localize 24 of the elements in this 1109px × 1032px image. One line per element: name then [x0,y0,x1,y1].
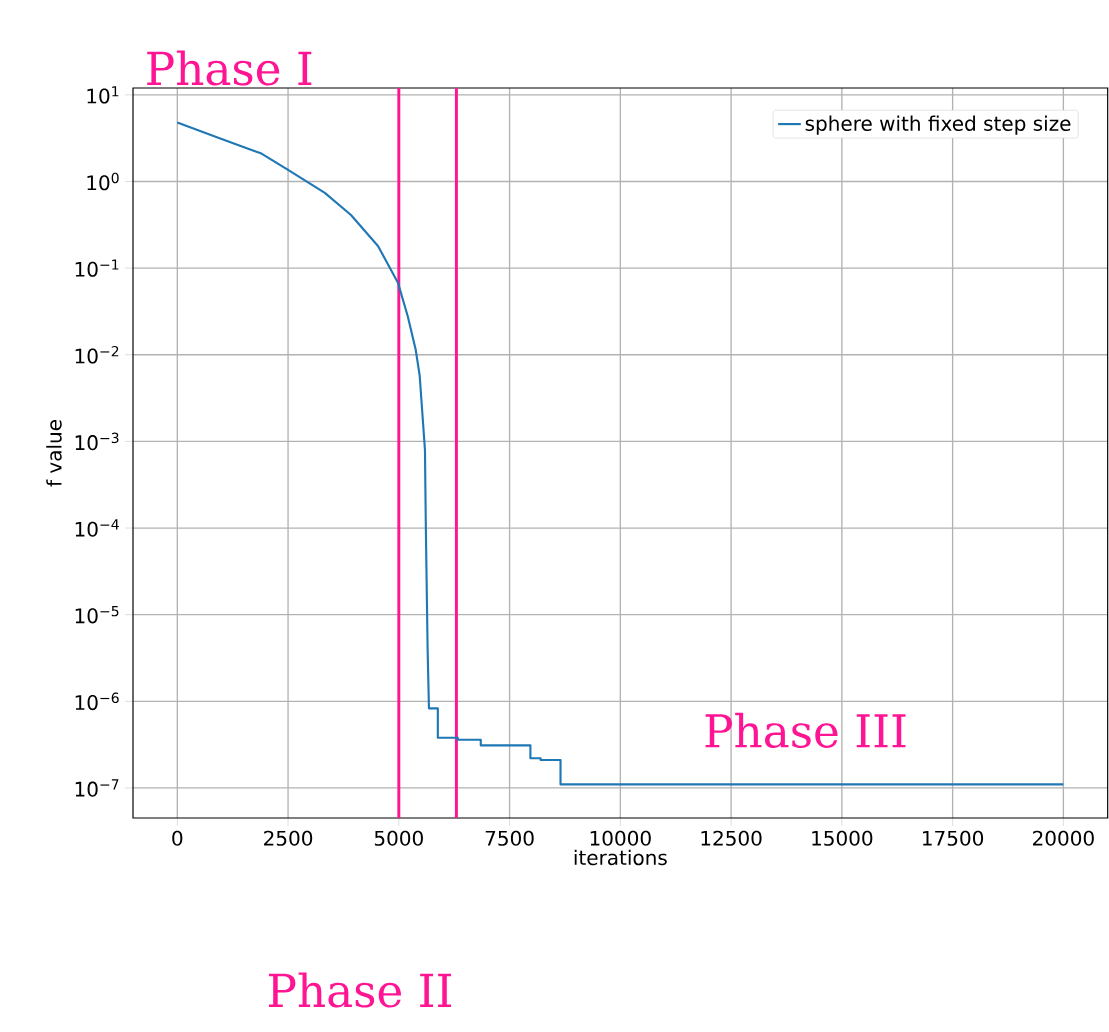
y-tick-label: 10$^{−1}$ [75,259,119,277]
x-tick-label: 2500 [264,830,313,846]
x-tick-label: 17500 [923,830,984,846]
x-axis-title: iterations [574,849,667,866]
x-tick-label: 10000 [590,830,651,846]
y-tick-label: 10$^{−5}$ [75,605,119,624]
x-tick-label: 20000 [1033,830,1094,846]
y-tick-label: 10$^{−3}$ [75,432,119,451]
x-tick-label: 12500 [701,830,762,846]
annotation: Phase III [705,712,906,748]
y-tick-label: 10$^{−2}$ [75,345,119,364]
x-tick-label: 15000 [812,830,873,846]
y-axis-title: f value [46,420,62,487]
text: Phase I [147,50,312,86]
x-tick-label: 0 [172,830,183,846]
y-tick-label: 10$^{−6}$ [75,692,119,711]
y-tick-label: 10$^{1}$ [87,86,119,104]
x-tick-label: 7500 [485,830,534,846]
y-tick-label: 10$^{0}$ [87,172,119,191]
y-tick-label: 10$^{−4}$ [75,519,119,537]
legend-label: sphere with fixed step size [805,115,1071,135]
x-tick-label: 5000 [374,830,423,846]
y-tick-label: 10$^{−7}$ [75,779,119,797]
text: Phase II [268,972,451,1008]
